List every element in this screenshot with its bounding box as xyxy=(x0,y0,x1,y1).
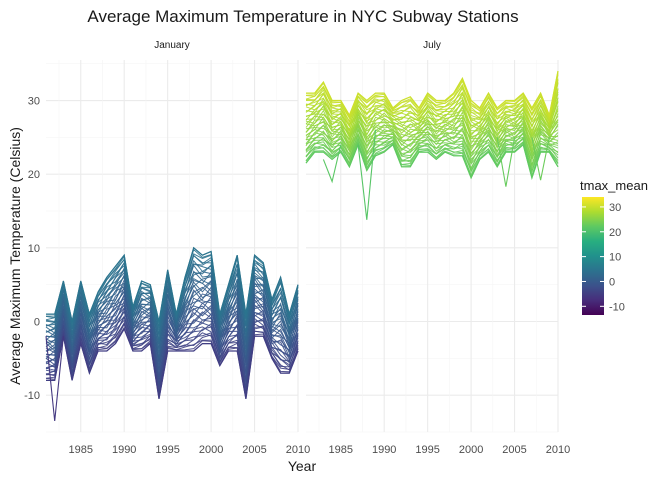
y-tick-label: 10 xyxy=(28,243,40,255)
grid-january xyxy=(46,60,299,433)
series-line xyxy=(305,73,559,118)
series-line xyxy=(305,97,559,135)
x-tick-label: 1985 xyxy=(69,444,93,456)
panel-january: January 1985 1990 1995 2000 2005 2010 xyxy=(45,40,311,456)
series-line-high xyxy=(46,246,299,322)
series-line-low xyxy=(46,327,299,400)
legend-tick-label: 0 xyxy=(609,276,615,288)
legend: tmax_mean 30 20 10 0 -10 xyxy=(580,178,648,315)
legend-title: tmax_mean xyxy=(580,178,648,193)
legend-tick-label: 10 xyxy=(609,252,621,264)
series-line xyxy=(305,83,559,128)
series-january xyxy=(45,246,299,422)
x-tick-label: 1995 xyxy=(415,444,439,456)
series-line-low-outlier-1984 xyxy=(322,144,342,184)
x-tick-label: 2000 xyxy=(199,444,223,456)
panel-july: July 1985 1990 1995 2000 2005 2010 xyxy=(305,40,571,456)
strip-label-july: July xyxy=(423,40,441,51)
series-line xyxy=(305,128,559,151)
y-tick-label: 30 xyxy=(28,96,40,108)
series-line xyxy=(305,97,559,134)
x-tick-label: 2005 xyxy=(242,444,266,456)
series-line xyxy=(305,120,559,155)
y-tick-label: -10 xyxy=(24,390,40,402)
legend-tick-label: 20 xyxy=(609,227,621,239)
legend-tick-label: -10 xyxy=(609,301,625,313)
x-tick-label: 1995 xyxy=(155,444,179,456)
series-line xyxy=(305,106,559,137)
series-line xyxy=(305,100,559,139)
series-line xyxy=(305,88,559,133)
chart-title: Average Maximum Temperature in NYC Subwa… xyxy=(87,7,518,26)
x-axis-title: Year xyxy=(288,458,317,474)
x-tick-label: 2010 xyxy=(546,444,570,456)
x-tick-label: 1990 xyxy=(112,444,136,456)
x-ticks-january: 1985 1990 1995 2000 2005 2010 xyxy=(69,444,311,456)
y-tick-label: 0 xyxy=(34,317,40,329)
series-line xyxy=(305,91,559,126)
series-july xyxy=(305,70,559,220)
series-line-low-outlier xyxy=(45,336,64,422)
series-line-low-outlier-2008 xyxy=(531,137,550,181)
series-line-high xyxy=(306,70,559,118)
strip-label-january: January xyxy=(154,40,190,51)
x-tick-label: 1990 xyxy=(372,444,396,456)
legend-colorbar xyxy=(582,197,604,315)
series-line xyxy=(45,315,299,389)
y-axis-ticks: -10 0 10 20 30 xyxy=(24,96,40,403)
legend-tick-label: 30 xyxy=(609,202,621,214)
x-tick-label: 1985 xyxy=(329,444,353,456)
series-line-low-outlier-2004 xyxy=(496,137,516,187)
x-tick-label: 2000 xyxy=(459,444,483,456)
series-line xyxy=(45,321,299,393)
series-line-low-outlier-1988 xyxy=(357,129,377,220)
x-tick-label: 2005 xyxy=(502,444,526,456)
series-line xyxy=(305,74,559,120)
series-line-low xyxy=(305,142,559,180)
legend-ticks: 30 20 10 0 -10 xyxy=(582,202,625,313)
x-tick-label: 2010 xyxy=(286,444,310,456)
x-ticks-july: 1985 1990 1995 2000 2005 2010 xyxy=(329,444,571,456)
y-tick-label: 20 xyxy=(28,169,40,181)
y-axis-title: Average Maximum Temperature (Celsius) xyxy=(7,127,23,385)
